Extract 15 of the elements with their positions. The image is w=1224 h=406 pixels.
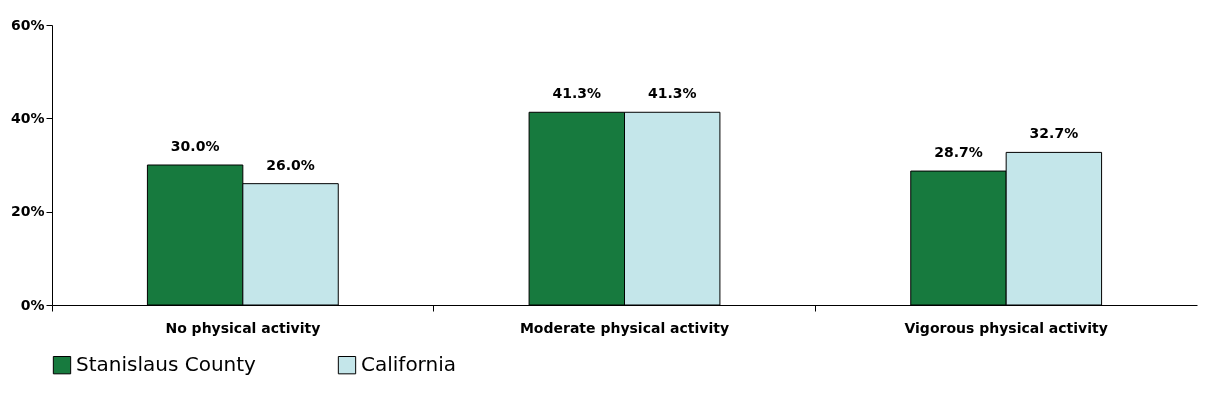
y-tick-label: 60% <box>10 16 45 33</box>
x-tick-label: Moderate physical activity <box>519 319 730 336</box>
y-tick-label: 20% <box>10 203 45 220</box>
data-label: 30.0% <box>170 138 220 154</box>
legend-label: Stanislaus County <box>76 352 257 377</box>
legend-label: California <box>361 352 456 377</box>
data-label: 26.0% <box>266 156 315 173</box>
data-label: 32.7% <box>1029 125 1079 142</box>
data-label: 28.7% <box>934 144 983 161</box>
data-label: 41.3% <box>647 85 697 102</box>
data-label: 41.3% <box>552 85 602 102</box>
y-tick-label: 40% <box>10 109 45 126</box>
x-tick-label: Vigorous physical activity <box>904 319 1108 336</box>
x-tick-label: No physical activity <box>165 319 321 336</box>
y-tick-label: 0% <box>20 296 45 313</box>
